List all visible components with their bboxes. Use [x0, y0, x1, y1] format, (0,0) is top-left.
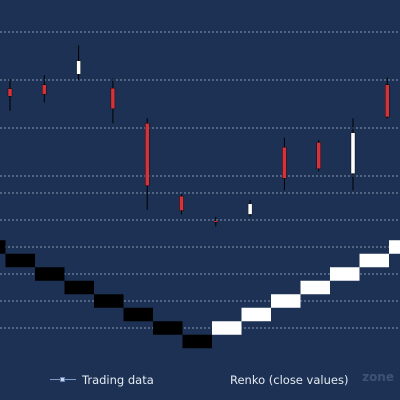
- renko-brick-10: [271, 294, 301, 308]
- candle-body-1: [42, 84, 47, 95]
- renko-brick-1: [5, 253, 35, 268]
- renko-brick-0: [0, 240, 6, 254]
- renko-brick-7: [182, 334, 212, 349]
- candle-body-11: [385, 84, 390, 118]
- candle-body-3: [110, 87, 116, 110]
- renko-brick-8: [212, 321, 242, 335]
- candle-body-7: [247, 203, 253, 215]
- candle-body-6: [213, 220, 219, 223]
- candle-body-4: [144, 122, 150, 186]
- renko-brick-14: [389, 240, 400, 254]
- candle-body-0: [7, 88, 13, 97]
- candle-body-10: [350, 132, 356, 174]
- legend-label-trading-data: Trading data: [82, 373, 154, 387]
- legend-item-renko[interactable]: Renko (close values): [230, 368, 348, 392]
- renko-brick-4: [94, 294, 124, 308]
- renko-brick-3: [64, 280, 94, 295]
- legend-swatch-line-icon: [50, 375, 76, 385]
- renko-brick-13: [359, 253, 389, 268]
- candle-body-9: [316, 142, 321, 169]
- candle-body-8: [282, 146, 287, 179]
- legend: Trading data Renko (close values): [0, 368, 400, 392]
- renko-brick-6: [153, 321, 183, 335]
- legend-label-renko: Renko (close values): [230, 373, 349, 387]
- renko-brick-11: [300, 280, 330, 295]
- renko-brick-12: [330, 267, 360, 281]
- candle-body-5: [179, 195, 184, 211]
- legend-item-trading-data[interactable]: Trading data: [50, 368, 154, 392]
- renko-brick-5: [123, 307, 153, 322]
- candle-body-2: [76, 60, 81, 75]
- renko-brick-9: [241, 307, 271, 322]
- renko-brick-2: [35, 267, 65, 281]
- watermark-logo: zone: [362, 370, 394, 384]
